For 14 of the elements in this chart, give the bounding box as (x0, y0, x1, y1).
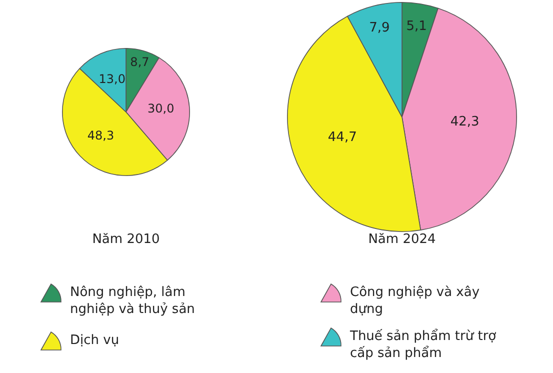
data-label: 7,9 (369, 20, 390, 36)
legend-label: Dịch vụ (70, 332, 120, 349)
data-label: 8,7 (130, 55, 150, 70)
text: Năm 2010 (91, 232, 161, 247)
legend-label: Nông nghiệp, lâm nghiệp và thuỷ sản (70, 284, 196, 318)
data-label: 48,3 (87, 128, 114, 142)
data-label: 44,7 (328, 130, 357, 145)
data-label: 42,3 (450, 114, 480, 130)
data-label: 13,0 (98, 72, 126, 86)
data-label: 5,1 (406, 18, 427, 34)
text: Năm 2024 (367, 232, 437, 247)
legend-label: Công nghiệp và xây dựng (350, 284, 481, 318)
legend-label: Thuế sản phẩm trừ trợ cấp sản phẩm (350, 328, 498, 362)
data-label: 30,0 (148, 101, 174, 116)
